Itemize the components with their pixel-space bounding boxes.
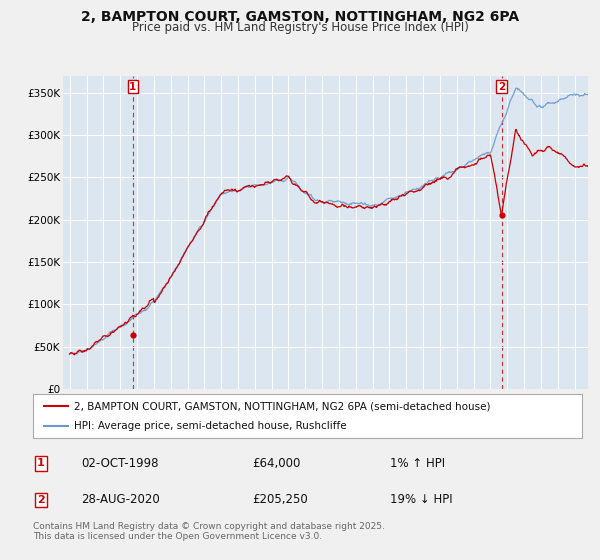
Text: 1: 1: [129, 82, 136, 92]
Text: 2: 2: [498, 82, 505, 92]
Text: 02-OCT-1998: 02-OCT-1998: [81, 457, 158, 470]
Text: 19% ↓ HPI: 19% ↓ HPI: [390, 493, 452, 506]
Text: 2, BAMPTON COURT, GAMSTON, NOTTINGHAM, NG2 6PA (semi-detached house): 2, BAMPTON COURT, GAMSTON, NOTTINGHAM, N…: [74, 401, 491, 411]
Text: 1% ↑ HPI: 1% ↑ HPI: [390, 457, 445, 470]
Text: 1: 1: [37, 459, 44, 468]
Text: 2, BAMPTON COURT, GAMSTON, NOTTINGHAM, NG2 6PA: 2, BAMPTON COURT, GAMSTON, NOTTINGHAM, N…: [81, 10, 519, 24]
Text: 2: 2: [37, 495, 44, 505]
Text: 28-AUG-2020: 28-AUG-2020: [81, 493, 160, 506]
Text: £64,000: £64,000: [252, 457, 301, 470]
Text: Contains HM Land Registry data © Crown copyright and database right 2025.
This d: Contains HM Land Registry data © Crown c…: [33, 522, 385, 542]
Text: £205,250: £205,250: [252, 493, 308, 506]
Text: Price paid vs. HM Land Registry's House Price Index (HPI): Price paid vs. HM Land Registry's House …: [131, 21, 469, 34]
Text: HPI: Average price, semi-detached house, Rushcliffe: HPI: Average price, semi-detached house,…: [74, 421, 347, 431]
